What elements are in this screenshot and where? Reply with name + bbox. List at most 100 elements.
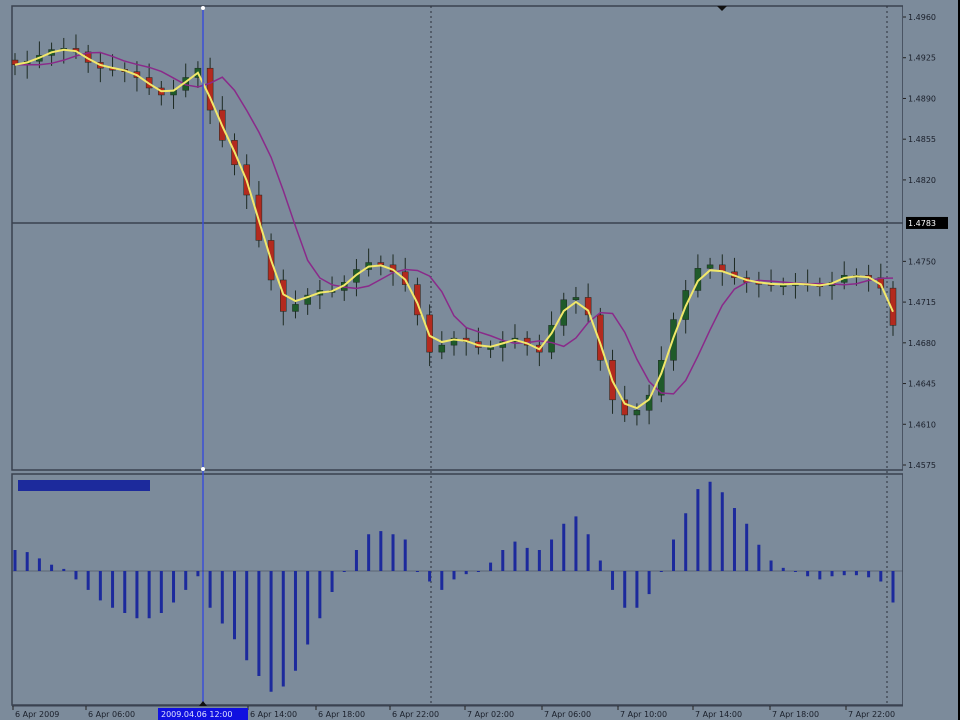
- histogram-bar: [818, 571, 822, 580]
- histogram-bar: [233, 571, 236, 640]
- fast-moving-average-line: [14, 48, 894, 410]
- histogram-bar: [562, 523, 566, 571]
- histogram-bar: [330, 571, 334, 592]
- histogram-bar: [586, 534, 590, 571]
- histogram-bar: [428, 571, 432, 582]
- indicator-pane: [11, 473, 904, 706]
- histogram-bar: [293, 571, 297, 671]
- histogram-bar: [354, 550, 358, 571]
- histogram-bar: [391, 534, 395, 571]
- histogram-bar: [757, 544, 761, 571]
- histogram-bar: [476, 571, 480, 572]
- histogram-bar: [159, 571, 163, 613]
- histogram-bar: [13, 550, 17, 571]
- histogram-bar: [86, 571, 90, 590]
- histogram-bar: [501, 550, 505, 571]
- time-tick-label: 6 Apr 06:00: [88, 710, 135, 719]
- histogram-bar: [318, 571, 322, 619]
- histogram-bar: [62, 568, 66, 571]
- time-tick-label: 7 Apr 10:00: [620, 710, 667, 719]
- candle-body: [706, 264, 714, 269]
- histogram-bar: [281, 571, 285, 687]
- candle-body: [450, 337, 458, 346]
- histogram-bar: [720, 492, 724, 571]
- price-tick-label: 1.4820: [908, 176, 936, 185]
- histogram-bar: [696, 489, 700, 571]
- histogram-bar: [489, 562, 493, 571]
- candle-body: [621, 399, 628, 416]
- histogram-bar: [403, 539, 407, 571]
- histogram-bar: [842, 571, 846, 576]
- histogram-bar: [830, 571, 834, 577]
- histogram-bar: [574, 516, 578, 571]
- histogram-bar: [745, 523, 749, 571]
- histogram-bar: [659, 571, 663, 572]
- candle-body: [206, 67, 214, 111]
- histogram-bar: [611, 571, 615, 590]
- histogram-bar: [184, 571, 188, 590]
- crosshair-handle: [201, 467, 205, 471]
- time-tick-label: 7 Apr 02:00: [467, 710, 514, 719]
- histogram-bar: [111, 571, 115, 608]
- histogram-bar: [306, 571, 310, 645]
- time-tick-label: 7 Apr 14:00: [695, 710, 742, 719]
- price-tick-label: 1.4750: [908, 257, 936, 266]
- histogram-bar: [208, 571, 212, 608]
- price-tick-label: 1.4645: [908, 380, 936, 389]
- histogram-bar: [50, 564, 54, 571]
- histogram-bar: [879, 571, 883, 582]
- histogram-bar: [25, 552, 29, 571]
- histogram-bar: [684, 513, 688, 571]
- candle-body: [304, 294, 311, 305]
- histogram-bar: [245, 571, 249, 661]
- histogram-bar: [464, 571, 468, 575]
- histogram-bar: [708, 481, 712, 571]
- time-tick-label: 7 Apr 22:00: [848, 710, 895, 719]
- histogram-bar: [135, 571, 139, 619]
- histogram-bar: [269, 571, 273, 692]
- time-tick-label: 7 Apr 18:00: [772, 710, 819, 719]
- main-pane: [11, 5, 904, 471]
- histogram-bar: [147, 571, 151, 619]
- time-tick-label: 6 Apr 14:00: [250, 710, 297, 719]
- histogram-bar: [598, 560, 602, 571]
- histogram-bar: [196, 571, 200, 577]
- histogram-bar: [172, 571, 176, 603]
- time-tick-label: 6 Apr 22:00: [392, 710, 439, 719]
- histogram-bar: [647, 571, 651, 595]
- candle-body: [572, 297, 580, 301]
- indicator-label-bar: [18, 480, 150, 491]
- crosshair-time-marker-icon: [199, 701, 207, 706]
- crosshair-time-label: 2009.04.06 12:00: [161, 710, 232, 719]
- histogram-bar: [635, 571, 639, 608]
- histogram-bar: [891, 571, 895, 603]
- price-tick-label: 1.4715: [908, 298, 936, 307]
- histogram-bar: [37, 558, 41, 571]
- candle-body: [292, 304, 299, 312]
- price-tick-label: 1.4890: [908, 94, 936, 103]
- candle-body: [438, 344, 446, 353]
- histogram-bar: [672, 539, 675, 571]
- slow-moving-average-line: [15, 51, 894, 395]
- price-axis: [903, 0, 958, 720]
- histogram-bar: [415, 571, 419, 572]
- price-tick-label: 1.4960: [908, 13, 936, 22]
- time-tick-label: 6 Apr 2009: [15, 710, 59, 719]
- candle-body: [584, 297, 592, 316]
- histogram-bar: [867, 571, 871, 578]
- histogram-bar: [550, 539, 554, 571]
- histogram-bar: [732, 508, 736, 571]
- candle-body: [633, 410, 641, 416]
- histogram-bar: [367, 534, 371, 571]
- histogram-bar: [781, 567, 785, 571]
- histogram-bar: [769, 560, 773, 571]
- chart-shift-marker-icon: [717, 6, 727, 11]
- histogram-bar: [525, 547, 529, 571]
- current-price-badge: [906, 216, 948, 229]
- price-tick-label: 1.4855: [908, 135, 936, 144]
- histogram-bar: [513, 541, 517, 571]
- histogram-bar: [623, 571, 627, 608]
- histogram-bar: [379, 531, 383, 571]
- crosshair-time-badge: [158, 708, 248, 720]
